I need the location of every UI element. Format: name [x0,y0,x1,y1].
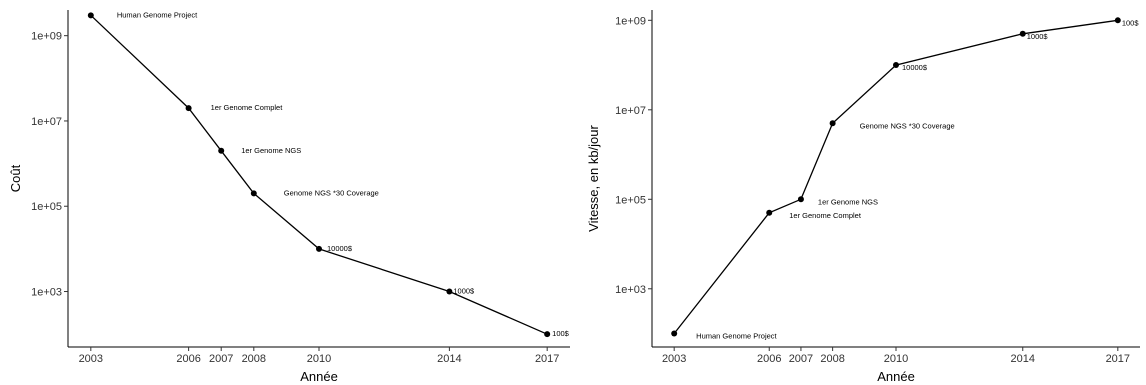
y-tick-label: 1e+07 [615,105,646,117]
x-tick-label: 2003 [79,353,103,365]
point-annotation: 10000$ [327,244,353,253]
x-tick-label: 2006 [757,353,781,365]
x-tick-label: 2014 [437,353,461,365]
x-axis-title: Année [300,369,338,384]
point-annotation: Genome NGS *30 Coverage [860,121,955,130]
x-tick-label: 2006 [176,353,200,365]
y-tick-label: 1e+05 [615,194,646,206]
data-point [316,245,322,252]
y-axis-title: Coût [8,164,23,192]
chart-2: 1e+03 1e+05 1e+07 1e+09 2003 2006 2007 2008 2010… [586,10,1140,384]
point-annotation: 1000$ [453,287,475,296]
y-tick-label: 1e+03 [31,287,62,299]
point-annotation: 1er Genome Complet [211,103,284,112]
x-tick-label: 2017 [535,353,559,365]
x-tick-label: 2008 [242,353,266,365]
chart-1: 1e+03 1e+05 1e+07 1e+09 2003 2006 2007 2008 2010… [8,10,570,384]
data-point [544,331,551,338]
point-annotation: 1000$ [1027,32,1049,41]
x-axis-title: Année [877,369,915,384]
data-point [185,105,192,112]
x-tick-label: 2010 [307,353,331,365]
point-annotation: Human Genome Project [117,10,198,19]
point-annotation: 1er Genome Complet [789,211,862,220]
y-axis-title: Vitesse, en kb/jour [586,124,601,231]
x-tick-label: 2003 [662,353,686,365]
point-annotation: 100$ [552,329,570,338]
data-point [829,120,836,127]
point-annotation: Human Genome Project [696,332,777,341]
data-point [250,190,257,197]
point-annotation: 100$ [1122,18,1140,27]
y-tick-label: 1e+09 [31,31,62,43]
point-annotation: 1er Genome NGS [241,146,301,155]
point-annotation: 1er Genome NGS [818,197,878,206]
x-tick-label: 2007 [789,353,813,365]
y-tick-label: 1e+03 [615,284,646,296]
data-point [766,209,773,216]
series-line [90,14,548,335]
data-point [218,147,225,154]
x-tick-label: 2014 [1011,353,1035,365]
x-tick-label: 2008 [820,353,844,365]
y-tick-label: 1e+09 [615,15,646,27]
point-annotation: 10000$ [902,63,928,72]
data-point [87,12,94,19]
y-tick-label: 1e+07 [31,116,62,128]
data-point [671,330,678,337]
x-tick-label: 2017 [1106,353,1130,365]
data-point [1019,30,1026,37]
x-tick-label: 2010 [884,353,908,365]
data-point [1114,17,1121,24]
data-point [893,62,899,69]
point-annotation: Genome NGS *30 Coverage [284,188,379,197]
y-tick-label: 1e+05 [31,201,62,213]
data-point [797,196,804,203]
data-point [446,288,453,295]
x-tick-label: 2007 [209,353,233,365]
